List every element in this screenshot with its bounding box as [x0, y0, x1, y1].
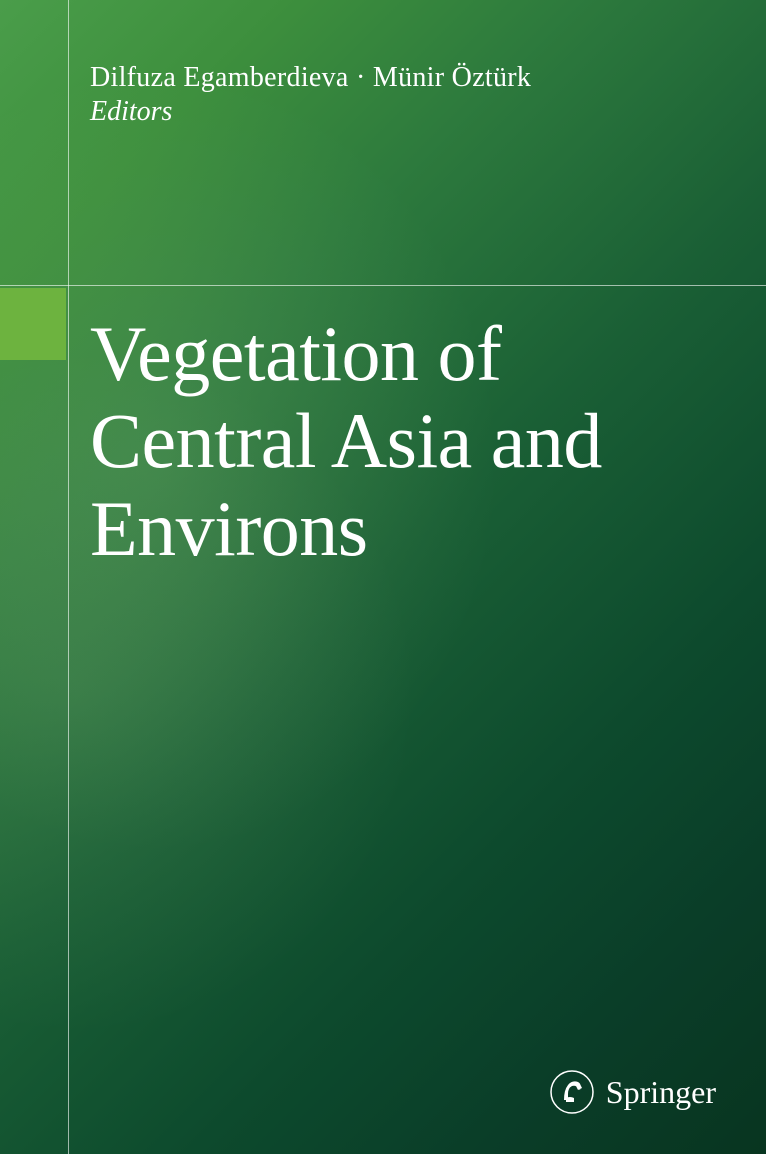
- book-cover: Dilfuza Egamberdieva · Münir Öztürk Edit…: [0, 0, 766, 1154]
- publisher-block: Springer: [550, 1070, 716, 1114]
- springer-horse-icon: [550, 1070, 594, 1114]
- book-title: Vegetation of Central Asia and Environs: [90, 310, 716, 572]
- vertical-divider-line: [68, 0, 69, 1154]
- editors-block: Dilfuza Egamberdieva · Münir Öztürk Edit…: [90, 62, 726, 128]
- accent-square: [0, 288, 66, 360]
- editors-label: Editors: [90, 96, 726, 128]
- publisher-name: Springer: [606, 1074, 716, 1111]
- horizontal-divider-line: [0, 285, 766, 286]
- editors-names: Dilfuza Egamberdieva · Münir Öztürk: [90, 62, 726, 94]
